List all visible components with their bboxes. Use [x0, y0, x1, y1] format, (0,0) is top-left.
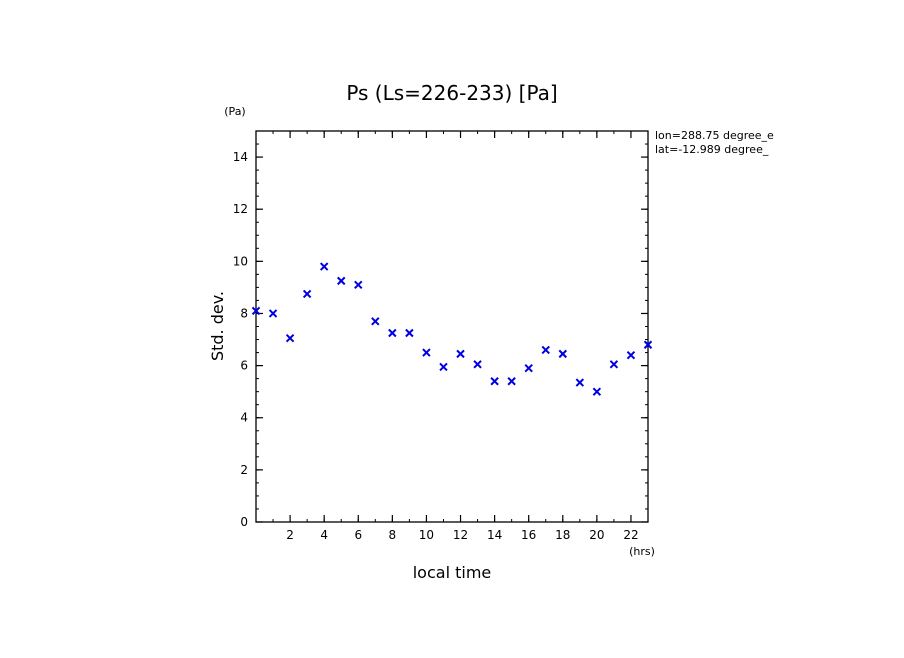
x-tick-label: 12 [453, 528, 468, 542]
data-point [439, 362, 448, 372]
data-point [490, 377, 499, 386]
data-point [405, 328, 414, 338]
data-point [473, 360, 482, 369]
data-point [524, 363, 533, 373]
chart-title: Ps (Ls=226-233) [Pa] [346, 81, 557, 105]
data-point [354, 280, 363, 290]
plot-area: 0 2 4 6 8 10 12 14 2 4 6 8 10 12 14 16 18 20 22 [233, 130, 653, 542]
y-tick-label: 10 [233, 254, 248, 268]
data-point [337, 276, 346, 286]
data-point [626, 350, 636, 360]
data-point [285, 334, 295, 343]
data-point [319, 262, 329, 271]
x-axis-unit: (hrs) [629, 545, 655, 558]
y-axis-label: Std. dev. [208, 291, 227, 361]
x-tick-label: 16 [521, 528, 536, 542]
x-tick-label: 2 [286, 528, 294, 542]
y-tick-label: 12 [233, 202, 248, 216]
x-axis-label: local time [413, 563, 492, 582]
data-point [609, 360, 619, 369]
annotation-lat: lat=-12.989 degree_ [655, 143, 769, 156]
y-tick-label: 4 [240, 411, 248, 425]
x-tick-label: 8 [389, 528, 397, 542]
data-point [558, 349, 567, 359]
data-point [456, 349, 465, 359]
data-point [541, 345, 550, 355]
x-tick-label: 4 [320, 528, 328, 542]
x-tick-label: 20 [589, 528, 604, 542]
y-tick-label: 6 [240, 359, 248, 373]
data-point [575, 378, 585, 387]
data-point [251, 306, 261, 316]
y-tick-label: 2 [240, 463, 248, 477]
data-point [268, 309, 278, 318]
data-point [371, 317, 380, 326]
y-axis-unit: (Pa) [224, 105, 245, 118]
data-point [643, 340, 653, 349]
y-tick-label: 0 [240, 515, 248, 529]
x-tick-label: 6 [354, 528, 362, 542]
data-point [507, 377, 516, 386]
plot-frame [255, 130, 649, 523]
annotation-lon: lon=288.75 degree_e [655, 129, 774, 142]
x-tick-label: 10 [419, 528, 434, 542]
data-point [302, 289, 312, 299]
x-tick-label: 22 [623, 528, 638, 542]
x-tick-label: 18 [555, 528, 570, 542]
data-point [592, 387, 602, 396]
y-tick-label: 14 [233, 150, 248, 164]
x-tick-label: 14 [487, 528, 502, 542]
data-point [388, 328, 397, 338]
data-point [422, 348, 431, 357]
y-tick-label: 8 [240, 306, 248, 320]
